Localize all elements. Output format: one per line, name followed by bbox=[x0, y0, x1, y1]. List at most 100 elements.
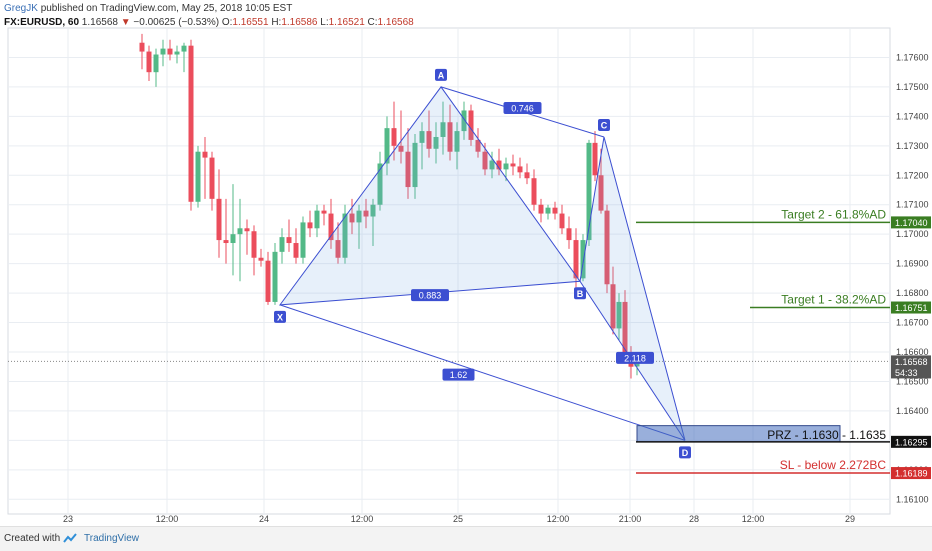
point-label-box bbox=[598, 118, 610, 131]
candle-down bbox=[510, 163, 516, 167]
x-tick-label: 12:00 bbox=[351, 514, 374, 524]
candle-up bbox=[195, 151, 201, 202]
candle-down bbox=[349, 213, 355, 223]
candle-up bbox=[230, 234, 236, 244]
candle-down bbox=[258, 257, 264, 261]
y-tick-label: 1.17200 bbox=[896, 170, 929, 180]
candle-up bbox=[545, 207, 551, 214]
candle-up bbox=[153, 54, 159, 73]
x-tick-label: 29 bbox=[845, 514, 855, 524]
price-change: −0.00625 (−0.53%) bbox=[133, 17, 220, 28]
point-label: A bbox=[438, 70, 445, 80]
y-tick-label: 1.17000 bbox=[896, 229, 929, 239]
point-label-box bbox=[574, 287, 586, 300]
y-tick-label: 1.16400 bbox=[896, 406, 929, 416]
candle-down bbox=[293, 243, 299, 258]
chart-header: GregJK published on TradingView.com, May… bbox=[4, 2, 414, 30]
x-tick-label: 12:00 bbox=[742, 514, 765, 524]
candle-down bbox=[398, 145, 404, 152]
y-tick-label: 1.16500 bbox=[896, 376, 929, 386]
price-badge bbox=[891, 366, 931, 379]
ratio-label: 2.118 bbox=[624, 353, 646, 363]
candle-up bbox=[314, 210, 320, 229]
candle-up bbox=[181, 45, 187, 52]
price-badge-text: 1.16751 bbox=[895, 303, 928, 313]
ratio-label-box bbox=[411, 289, 449, 302]
candle-up bbox=[377, 163, 383, 205]
author-name[interactable]: GregJK bbox=[4, 3, 38, 14]
candle-up bbox=[272, 251, 278, 302]
y-tick-label: 1.16700 bbox=[896, 318, 929, 328]
candle-down bbox=[363, 210, 369, 217]
candle-down bbox=[391, 128, 397, 146]
y-tick-label: 1.17600 bbox=[896, 52, 929, 62]
candle-down bbox=[592, 142, 598, 176]
candle-up bbox=[279, 237, 285, 252]
candle-down bbox=[405, 151, 411, 188]
candle-down bbox=[188, 45, 194, 202]
point-label-box bbox=[435, 68, 447, 81]
ratio-label-box bbox=[503, 101, 542, 114]
candle-up bbox=[440, 122, 446, 137]
point-label-box bbox=[679, 446, 691, 459]
price-badge-text: 1.16568 bbox=[895, 357, 928, 367]
close-value: 1.16568 bbox=[377, 17, 414, 28]
high-label: H: bbox=[271, 17, 282, 28]
tradingview-brand[interactable]: TradingView bbox=[84, 533, 140, 544]
candle-down bbox=[524, 172, 530, 179]
xd-line bbox=[279, 304, 686, 441]
x-tick-label: 12:00 bbox=[547, 514, 570, 524]
price-badge bbox=[891, 435, 931, 448]
footer-bar: Created with TradingView bbox=[0, 526, 932, 551]
candle-up bbox=[503, 163, 509, 170]
candle-down bbox=[517, 166, 523, 173]
y-tick-label: 1.17400 bbox=[896, 111, 929, 121]
candle-down bbox=[538, 204, 544, 214]
candle-down bbox=[328, 213, 334, 241]
symbol-label[interactable]: FX:EURUSD, 60 bbox=[4, 17, 80, 28]
ratio-label: 1.62 bbox=[450, 370, 468, 380]
candle-up bbox=[412, 142, 418, 188]
price-badge bbox=[891, 467, 931, 480]
candle-down bbox=[475, 139, 481, 152]
price-badge-text: 1.16189 bbox=[895, 469, 928, 479]
candle-down bbox=[496, 160, 502, 170]
candle-down bbox=[531, 178, 537, 205]
close-label: C: bbox=[367, 17, 378, 28]
price-badge bbox=[891, 301, 931, 314]
x-tick-label: 25 bbox=[453, 514, 463, 524]
candle-up bbox=[586, 142, 592, 241]
candle-down bbox=[622, 301, 628, 358]
candle-down bbox=[604, 210, 610, 285]
tradingview-cloud-icon bbox=[63, 533, 77, 543]
last-price: 1.16568 bbox=[81, 17, 118, 28]
point-label: C bbox=[601, 120, 608, 130]
x-tick-label: 21:00 bbox=[619, 514, 642, 524]
target2-label: Target 2 - 61.8%AD bbox=[781, 207, 886, 221]
created-with-text: Created with bbox=[4, 533, 61, 544]
down-arrow-icon: ▼ bbox=[120, 17, 131, 28]
x-tick-label: 23 bbox=[63, 514, 73, 524]
point-label: X bbox=[277, 312, 283, 322]
candle-up bbox=[461, 110, 467, 132]
candle-up bbox=[174, 51, 180, 55]
candle-down bbox=[573, 240, 579, 279]
price-chart[interactable]: 1.17600 1.17500 1.17400 1.17300 1.17200 1.171… bbox=[0, 0, 932, 526]
candle-up bbox=[433, 136, 439, 149]
open-value: 1.16551 bbox=[232, 17, 269, 28]
y-tick-label: 1.16900 bbox=[896, 259, 929, 269]
low-value: 1.16521 bbox=[328, 17, 365, 28]
candle-down bbox=[468, 110, 474, 140]
low-label: L: bbox=[320, 17, 329, 28]
candle-down bbox=[482, 151, 488, 170]
candle-down bbox=[426, 131, 432, 149]
candle-up bbox=[419, 131, 425, 143]
candle-down bbox=[447, 122, 453, 152]
prz-label: PRZ - 1.1630 - 1.1635 bbox=[767, 428, 886, 442]
candle-down bbox=[610, 284, 616, 329]
price-badge-text: 1.16295 bbox=[895, 437, 928, 447]
candle-up bbox=[342, 213, 348, 258]
open-label: O: bbox=[221, 17, 233, 28]
candle-down bbox=[552, 207, 558, 214]
candle-down bbox=[202, 151, 208, 158]
